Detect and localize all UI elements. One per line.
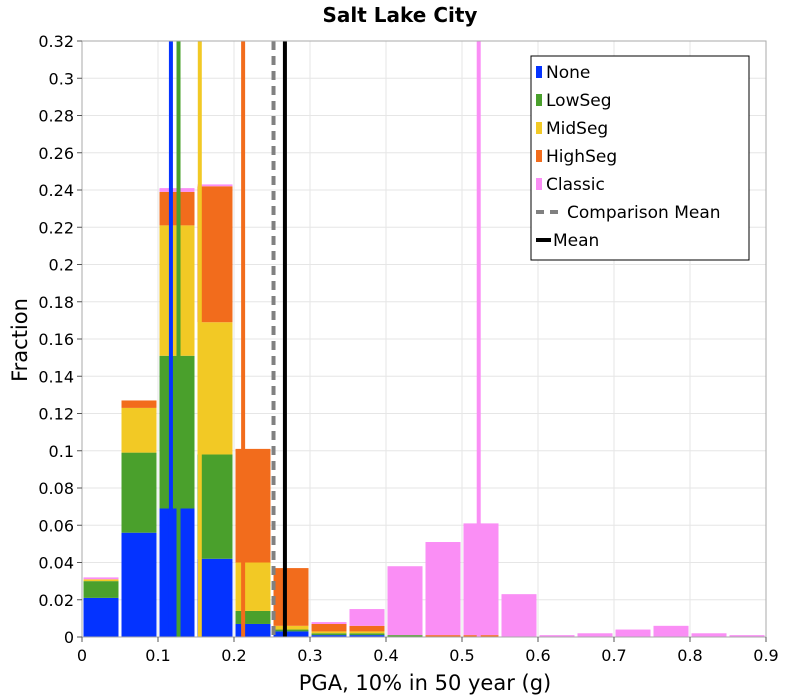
bar-segment-lowseg [349, 633, 385, 636]
y-tick-label: 0.16 [38, 330, 74, 349]
bar-segment-lowseg [235, 610, 271, 624]
bar-segment-midseg [121, 407, 157, 453]
bar-segment-classic [501, 594, 537, 637]
bar-segment-lowseg [83, 581, 119, 598]
bar-segment-lowseg [387, 635, 423, 637]
bar-segment-classic [197, 184, 233, 187]
mean-lines [168, 41, 481, 637]
legend-label: LowSeg [546, 91, 612, 111]
y-tick-label: 0.24 [38, 181, 74, 200]
y-tick-label: 0.12 [38, 405, 74, 424]
bar-segment-lowseg [273, 629, 309, 632]
bar-segment-midseg [83, 579, 119, 582]
x-tick-label: 0.9 [753, 646, 778, 665]
y-tick-label: 0.26 [38, 144, 74, 163]
y-tick-label: 0.28 [38, 107, 74, 126]
x-tick-label: 0.4 [373, 646, 398, 665]
bar-segment-classic [539, 635, 575, 637]
bar-segment-highseg [425, 635, 461, 637]
y-tick-label: 0.14 [38, 367, 74, 386]
bar-segment-highseg [463, 635, 499, 637]
bar-segment-none [197, 558, 233, 637]
bars [83, 184, 765, 637]
y-tick-label: 0.2 [49, 256, 74, 275]
x-tick-label: 0 [77, 646, 87, 665]
bar-segment-classic [349, 609, 385, 626]
bar-segment-classic [691, 633, 727, 637]
bar-segment-lowseg [311, 633, 347, 636]
bar-segment-highseg [349, 625, 385, 632]
bar-segment-classic [653, 625, 689, 637]
y-tick-label: 0.06 [38, 516, 74, 535]
x-tick-label: 0.1 [145, 646, 170, 665]
legend-swatch-highseg [536, 150, 542, 162]
legend-label: Comparison Mean [567, 203, 721, 223]
y-tick-label: 0.08 [38, 479, 74, 498]
legend-box [530, 55, 750, 261]
bar-segment-highseg [311, 623, 347, 632]
bar-segment-none [83, 597, 119, 637]
bar-segment-classic [425, 542, 461, 636]
legend-label: None [546, 63, 590, 83]
x-tick-label: 0.3 [297, 646, 322, 665]
bar-segment-midseg [349, 631, 385, 634]
bar-segment-midseg [197, 322, 233, 455]
x-tick-label: 0.8 [677, 646, 702, 665]
y-tick-label: 0.3 [49, 69, 74, 88]
y-tick-label: 0.04 [38, 554, 74, 573]
bar-segment-none [273, 631, 309, 637]
bar-segment-none [121, 532, 157, 637]
bar-segment-midseg [235, 562, 271, 611]
bar-segment-classic [615, 629, 651, 637]
bar-segment-highseg [197, 186, 233, 323]
legend-swatch-classic [536, 178, 542, 190]
bar-segment-classic [311, 622, 347, 624]
bar-segment-none [349, 635, 385, 637]
bar-segment-highseg [273, 568, 309, 626]
legend-swatch-midseg [536, 122, 542, 134]
x-tick-label: 0.7 [601, 646, 626, 665]
bar-segment-none [235, 623, 271, 637]
bar-segment-lowseg [197, 454, 233, 559]
legend-label: HighSeg [546, 147, 617, 167]
x-tick-label: 0.2 [221, 646, 246, 665]
legend-swatch-lowseg [536, 94, 542, 106]
bar-segment-classic [729, 635, 765, 637]
y-tick-label: 0.22 [38, 218, 74, 237]
bar-segment-classic [577, 633, 613, 637]
y-tick-label: 0.32 [38, 32, 74, 51]
y-tick-label: 0 [64, 628, 74, 647]
bar-segment-highseg [235, 448, 271, 563]
legend: None LowSeg MidSeg HighSeg Classic Comparison… [530, 55, 750, 261]
bar-segment-midseg [273, 625, 309, 630]
y-tick-label: 0.1 [49, 442, 74, 461]
bar-segment-lowseg [121, 452, 157, 533]
bar-segment-none [311, 635, 347, 637]
bar-segment-classic [463, 523, 499, 636]
axis-ticks: 0 0.1 0.2 0.3 0.4 0.5 0.6 0.7 0.8 0.9 0 0.02 0.04 0.0… [38, 32, 778, 665]
legend-label: Mean [553, 231, 599, 251]
y-axis-label: Fraction [8, 298, 32, 382]
x-axis-label: PGA, 10% in 50 year (g) [299, 671, 551, 695]
bar-segment-classic [83, 577, 119, 580]
x-tick-label: 0.5 [449, 646, 474, 665]
bar-segment-midseg [311, 631, 347, 634]
legend-swatch-none [536, 66, 542, 78]
bar-segment-highseg [121, 400, 157, 408]
legend-label: MidSeg [546, 119, 608, 139]
chart-title: Salt Lake City [323, 3, 478, 27]
y-tick-label: 0.18 [38, 293, 74, 312]
x-tick-label: 0.6 [525, 646, 550, 665]
legend-label: Classic [546, 175, 605, 195]
bar-segment-classic [387, 566, 423, 636]
y-tick-label: 0.02 [38, 591, 74, 610]
